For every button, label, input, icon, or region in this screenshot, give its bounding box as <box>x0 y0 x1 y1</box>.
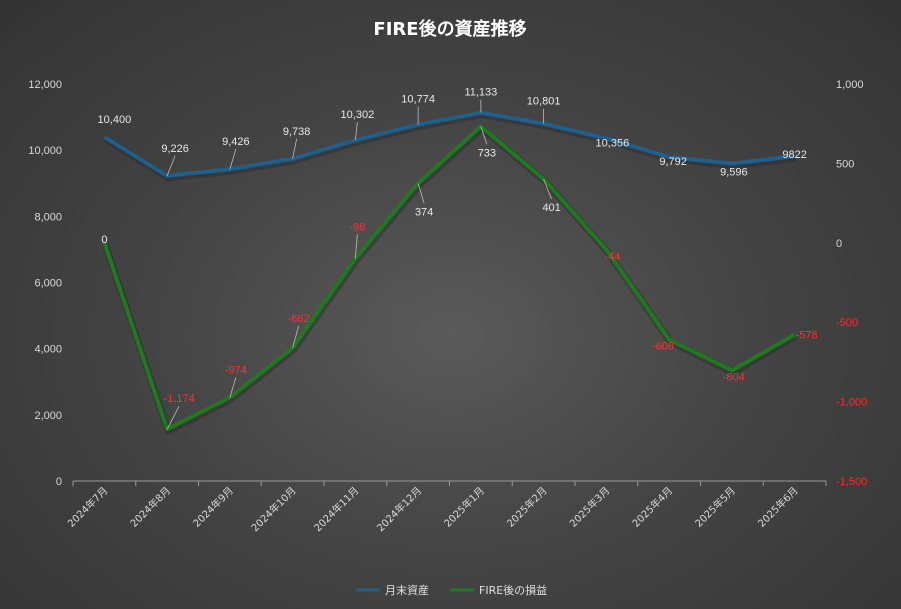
data-label-pnl: 0 <box>101 234 107 246</box>
data-labels: 10,400 9,226 9,426 9,738 10,302 10,774 11,133 1… <box>98 87 818 430</box>
x-tick-label: 2025年1月 <box>441 484 487 530</box>
data-label-leader <box>354 122 358 141</box>
y-right-tick-label: 1,000 <box>836 79 864 91</box>
data-label-pnl: -1,174 <box>164 393 195 405</box>
data-label-pnl: -804 <box>723 371 745 383</box>
series-layer <box>102 110 798 435</box>
legend-label-pnl: FIRE後の損益 <box>479 583 547 597</box>
x-tick-label: 2024年10月 <box>248 484 298 534</box>
data-label-leader <box>166 155 176 176</box>
x-tick-label: 2025年2月 <box>504 484 550 530</box>
data-label-monthly-assets: 9,226 <box>161 143 189 155</box>
data-label-monthly-assets: 9822 <box>782 149 806 161</box>
data-label-leader <box>417 183 425 204</box>
y-right-tick-label: -1,500 <box>836 476 867 488</box>
y-right-tick-label: 0 <box>836 238 842 250</box>
data-label-leader <box>229 149 237 170</box>
x-tick-label: 2025年4月 <box>629 484 675 530</box>
data-label-pnl: -662 <box>288 313 310 325</box>
data-label-leader <box>229 377 237 398</box>
data-label-monthly-assets: 10,302 <box>341 109 375 121</box>
data-label-pnl: -974 <box>225 364 247 376</box>
y-left-tick-label: 4,000 <box>34 344 62 356</box>
x-tick-label: 2024年9月 <box>190 484 236 530</box>
data-label-pnl: 733 <box>478 147 496 159</box>
x-tick-label: 2025年6月 <box>755 484 801 530</box>
legend-label-monthly-assets: 月末資産 <box>385 583 429 597</box>
y-left-tick-label: 2,000 <box>34 410 62 422</box>
x-tick-label: 2024年11月 <box>311 484 361 534</box>
x-tick-label: 2025年3月 <box>567 484 613 530</box>
data-label-monthly-assets: 10,801 <box>527 96 561 108</box>
y-right-tick-label: 500 <box>836 158 854 170</box>
legend: 月末資産 FIRE後の損益 <box>356 583 547 597</box>
data-label-pnl: 374 <box>415 206 433 218</box>
data-label-leader <box>543 178 552 200</box>
data-label-pnl: -44 <box>604 251 620 263</box>
y-left-tick-label: 12,000 <box>28 79 62 91</box>
data-label-pnl: -578 <box>796 330 818 342</box>
data-label-leader <box>166 406 180 430</box>
data-label-monthly-assets: 9,596 <box>720 167 748 179</box>
y-right-tick-label: -1,000 <box>836 397 867 409</box>
data-label-pnl: -608 <box>652 340 674 352</box>
data-label-leader <box>480 126 488 145</box>
chart-title: FIRE後の資産推移 <box>373 18 526 40</box>
data-label-monthly-assets: 10,356 <box>596 137 630 149</box>
data-label-leader <box>354 234 358 259</box>
x-tick-label: 2024年8月 <box>127 484 173 530</box>
data-label-monthly-assets: 10,774 <box>401 94 435 106</box>
x-tick-label: 2024年12月 <box>374 484 424 534</box>
data-label-leader <box>292 138 298 159</box>
y-left-tick-label: 8,000 <box>34 211 62 223</box>
data-label-monthly-assets: 10,400 <box>98 114 132 126</box>
series-line-pnl <box>102 124 796 432</box>
data-label-monthly-assets: 11,133 <box>464 87 497 99</box>
data-label-monthly-assets: 9,426 <box>222 136 250 148</box>
series-line-shadow <box>103 111 797 182</box>
y-left-tick-label: 6,000 <box>34 278 62 290</box>
data-label-pnl: 401 <box>542 202 560 214</box>
y-left-tick-label: 10,000 <box>28 145 62 157</box>
x-tick-label: 2024年7月 <box>65 484 111 530</box>
series-line-monthly-assets <box>103 110 795 178</box>
y-right-tick-label: -500 <box>836 317 858 329</box>
data-label-pnl: -98 <box>349 221 365 233</box>
x-tick-label: 2025年5月 <box>692 484 738 530</box>
axes: 2024年7月 2024年8月 2024年9月 2024年10月 2024年11月 202… <box>28 79 867 534</box>
data-label-monthly-assets: 9,738 <box>283 126 311 138</box>
data-label-leader <box>292 325 300 349</box>
y-left-tick-label: 0 <box>56 476 62 488</box>
data-label-monthly-assets: 9,792 <box>659 156 687 168</box>
